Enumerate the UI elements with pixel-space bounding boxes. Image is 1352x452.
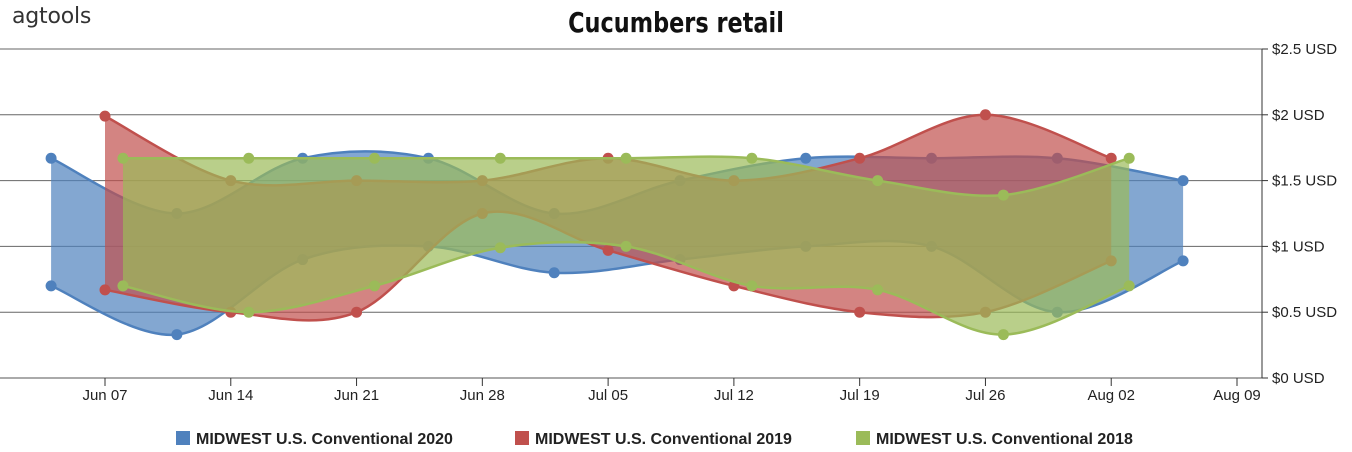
data-point: [45, 280, 57, 292]
data-point: [117, 152, 129, 164]
data-point: [602, 244, 614, 256]
y-tick-label: $1.5 USD: [1272, 173, 1337, 190]
legend-label: MIDWEST U.S. Conventional 2020: [196, 431, 453, 448]
legend-swatch: [856, 431, 870, 445]
y-tick-label: $0.5 USD: [1272, 304, 1337, 321]
data-point: [1123, 152, 1135, 164]
data-point: [854, 152, 866, 164]
legend-swatch: [176, 431, 190, 445]
series-areas: [45, 109, 1189, 341]
x-tick-label: Jul 19: [840, 387, 880, 404]
legend-swatch: [515, 431, 529, 445]
y-tick-label: $1 USD: [1272, 238, 1325, 255]
x-tick-label: Jun 07: [82, 387, 127, 404]
data-point: [243, 152, 255, 164]
data-point: [979, 109, 991, 121]
data-point: [620, 240, 632, 252]
legend: MIDWEST U.S. Conventional 2020 MIDWEST U.…: [176, 431, 1133, 448]
data-point: [1123, 280, 1135, 292]
x-tick-label: Jul 05: [588, 387, 628, 404]
agtools-logo: agtools: [12, 4, 92, 29]
data-point: [117, 280, 129, 292]
data-point: [800, 152, 812, 164]
data-point: [494, 242, 506, 254]
x-tick-label: Jul 26: [965, 387, 1005, 404]
data-point: [746, 152, 758, 164]
data-point: [997, 329, 1009, 341]
data-point: [99, 284, 111, 296]
data-point: [99, 110, 111, 122]
y-tick-label: $0 USD: [1272, 370, 1325, 387]
data-point: [854, 306, 866, 318]
data-point: [1177, 255, 1189, 267]
x-tick-label: Jul 12: [714, 387, 754, 404]
data-point: [45, 152, 57, 164]
axes: $0 USD $0.5 USD $1 USD $1.5 USD $2 USD $2.5 U…: [82, 41, 1337, 404]
chart-title: Cucumbers retail: [568, 6, 784, 39]
data-point: [872, 284, 884, 296]
y-tick-label: $2.5 USD: [1272, 41, 1337, 58]
data-point: [171, 329, 183, 341]
y-tick-label: $2 USD: [1272, 107, 1325, 124]
data-point: [872, 175, 884, 187]
data-point: [746, 280, 758, 292]
x-tick-label: Jun 21: [334, 387, 379, 404]
data-point: [1177, 175, 1189, 187]
data-point: [548, 267, 560, 279]
x-tick-label: Jun 28: [460, 387, 505, 404]
data-point: [369, 152, 381, 164]
data-point: [494, 152, 506, 164]
data-point: [997, 189, 1009, 201]
legend-label: MIDWEST U.S. Conventional 2019: [535, 431, 792, 448]
x-tick-label: Aug 02: [1087, 387, 1135, 404]
data-point: [243, 306, 255, 318]
data-point: [620, 152, 632, 164]
x-tick-label: Aug 09: [1213, 387, 1261, 404]
data-point: [1105, 152, 1117, 164]
data-point: [369, 280, 381, 292]
x-tick-label: Jun 14: [208, 387, 253, 404]
data-point: [351, 306, 363, 318]
legend-label: MIDWEST U.S. Conventional 2018: [876, 431, 1133, 448]
